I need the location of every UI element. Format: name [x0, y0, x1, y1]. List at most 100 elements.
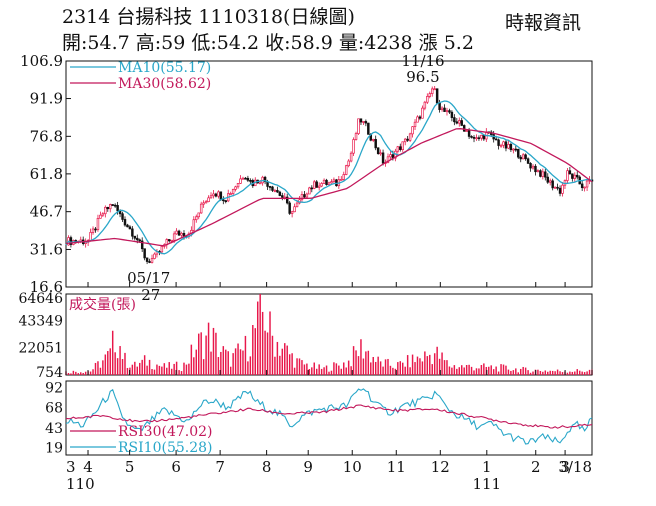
volume-bar — [362, 358, 365, 375]
volume-bar — [70, 373, 72, 375]
candle-body — [534, 165, 537, 173]
volume-bar — [586, 371, 588, 375]
rsi30-line — [65, 404, 593, 429]
candle-body — [258, 182, 262, 185]
candle-body — [389, 154, 392, 158]
volume-tick-label: 43349 — [18, 314, 63, 330]
candle-body — [340, 179, 343, 181]
price-tick-label: 61.8 — [30, 165, 63, 183]
volume-bar — [266, 332, 269, 375]
candle-body — [131, 228, 134, 237]
candle-body — [428, 93, 432, 97]
volume-bar — [202, 359, 205, 375]
volume-bar — [340, 368, 343, 375]
candle-body — [546, 176, 549, 183]
candle-body — [403, 138, 407, 143]
volume-bar — [370, 362, 372, 375]
candle-body — [91, 228, 95, 233]
volume-bar — [475, 368, 478, 375]
rsi-tick-label: 68 — [45, 400, 63, 416]
candle-body — [455, 121, 459, 124]
candle-body — [558, 187, 562, 194]
volume-bar — [512, 370, 515, 375]
volume-bar — [374, 361, 377, 375]
candle-body — [217, 191, 220, 197]
candle-body — [551, 180, 554, 189]
volume-bar — [532, 371, 534, 375]
legend-label-ma30: MA30(58.62) — [118, 76, 211, 92]
x-tick-label: 3/18 — [558, 458, 592, 476]
candle-body — [376, 147, 380, 154]
x-tick-label: 9 — [303, 458, 313, 476]
candle-body — [153, 253, 156, 259]
candle-body — [69, 237, 73, 245]
x-tick-label: 7 — [215, 458, 225, 476]
candle-body — [411, 126, 414, 135]
candle-body — [285, 196, 289, 204]
candle-body — [379, 152, 382, 155]
candle-body — [553, 186, 557, 189]
volume-bar — [249, 356, 252, 375]
volume-bar — [556, 369, 559, 375]
candle-body — [281, 195, 284, 198]
volume-bar — [121, 359, 124, 375]
volume-bar — [311, 367, 313, 375]
volume-bar — [109, 348, 111, 375]
candle-body — [438, 102, 441, 110]
volume-bar — [328, 371, 330, 375]
volume-bar — [124, 352, 126, 375]
volume-bar — [372, 356, 374, 375]
candle-body — [536, 170, 540, 173]
candle-body — [548, 180, 552, 183]
candle-body — [450, 111, 454, 118]
volume-bar — [569, 371, 571, 375]
volume-bar — [143, 355, 146, 375]
volume-bar — [291, 353, 293, 375]
candle-body — [308, 187, 311, 195]
volume-bar — [404, 366, 406, 375]
volume-bar — [578, 370, 581, 375]
x-tick-label: 3 — [560, 458, 570, 476]
volume-bar — [399, 361, 402, 375]
volume-bar — [468, 364, 470, 375]
candle-body — [372, 139, 375, 141]
volume-bar — [406, 355, 409, 375]
volume-bar — [576, 369, 578, 375]
volume-bar — [281, 348, 284, 375]
volume-tick-label: 22051 — [18, 340, 63, 356]
volume-bar — [148, 359, 151, 375]
price-tick-label: 106.9 — [20, 52, 63, 70]
candle-body — [521, 154, 525, 160]
candle-body — [197, 212, 200, 218]
candle-body — [583, 186, 586, 189]
candle-body — [175, 230, 178, 235]
candle-body — [399, 146, 402, 150]
volume-bar — [151, 369, 153, 375]
volume-bar — [301, 360, 303, 375]
volume-bar — [220, 351, 222, 375]
volume-bar — [170, 368, 173, 375]
candle-body — [347, 160, 350, 167]
volume-bar — [392, 367, 394, 375]
volume-bar — [559, 371, 561, 375]
volume-bar — [517, 372, 519, 375]
volume-bar — [397, 362, 399, 375]
volume-bar — [566, 372, 569, 375]
volume-bar — [470, 366, 473, 375]
x-year-label: 111 — [472, 475, 501, 493]
volume-bar — [325, 365, 328, 375]
candle-body — [168, 239, 171, 242]
volume-bar — [190, 344, 193, 375]
candle-body — [313, 181, 316, 189]
volume-bar — [269, 311, 271, 375]
volume-bar — [131, 364, 134, 375]
candle-body — [507, 144, 510, 149]
volume-bar — [402, 362, 404, 375]
candle-body — [276, 190, 279, 193]
volume-bar — [524, 367, 527, 375]
volume-bar — [522, 366, 524, 375]
chart-title: 2314 台揚科技 1110318(日線圖) — [62, 6, 355, 28]
volume-bar — [227, 351, 229, 375]
candle-body — [497, 139, 500, 146]
volume-bar — [502, 364, 505, 375]
